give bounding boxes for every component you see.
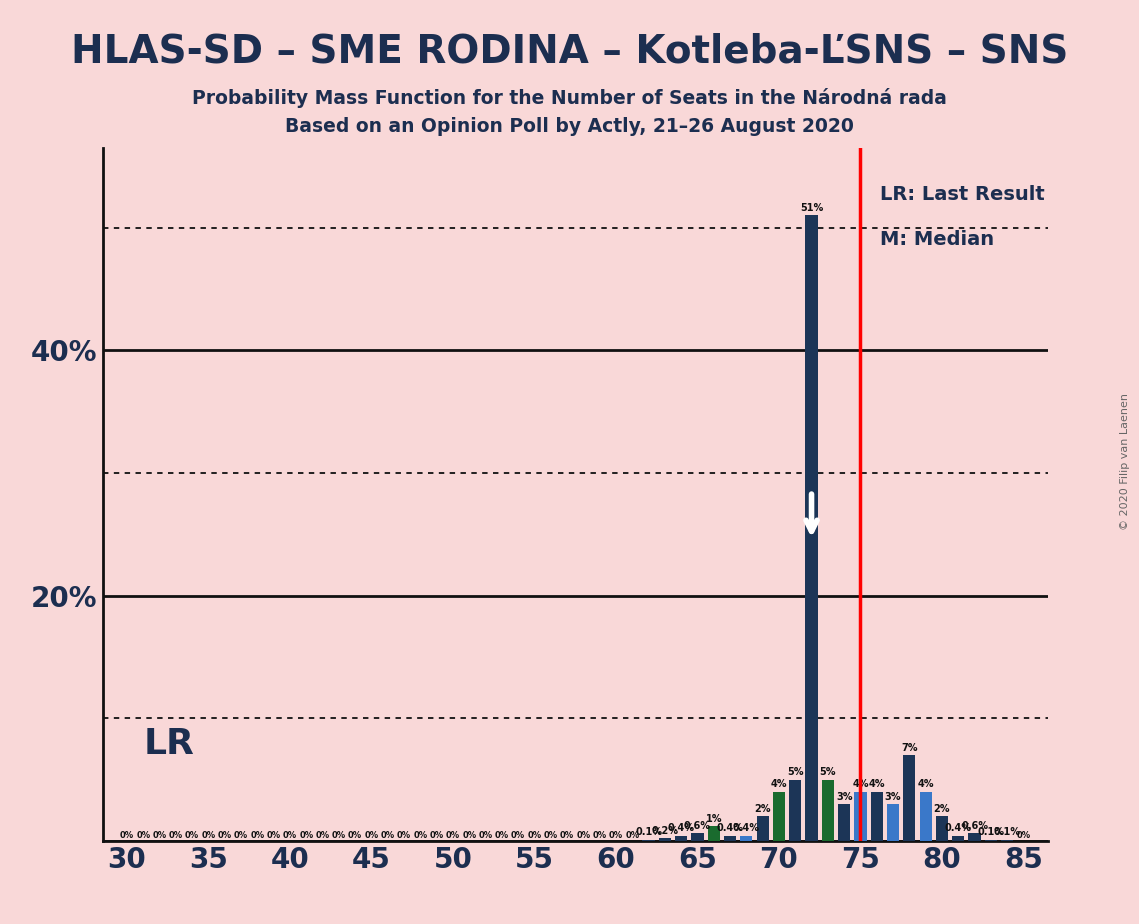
- Bar: [821, 780, 834, 841]
- Text: 0.4%: 0.4%: [944, 823, 972, 833]
- Bar: [756, 816, 769, 841]
- Text: 0%: 0%: [331, 831, 346, 840]
- Bar: [952, 836, 965, 841]
- Text: 5%: 5%: [787, 767, 803, 777]
- Bar: [985, 840, 997, 841]
- Text: 0%: 0%: [1016, 831, 1031, 840]
- Bar: [658, 838, 671, 841]
- Bar: [936, 816, 948, 841]
- Text: 0.1%: 0.1%: [977, 827, 1005, 837]
- Text: 4%: 4%: [852, 779, 869, 789]
- Text: 0.6%: 0.6%: [683, 821, 711, 831]
- Text: 0%: 0%: [169, 831, 183, 840]
- Bar: [675, 836, 687, 841]
- Text: 0%: 0%: [398, 831, 411, 840]
- Text: 2%: 2%: [934, 804, 950, 814]
- Text: 0%: 0%: [202, 831, 215, 840]
- Bar: [968, 833, 981, 841]
- Text: 0%: 0%: [380, 831, 395, 840]
- Text: 0%: 0%: [543, 831, 558, 840]
- Bar: [1001, 840, 1014, 841]
- Text: 2%: 2%: [754, 804, 771, 814]
- Text: Probability Mass Function for the Number of Seats in the Národná rada: Probability Mass Function for the Number…: [192, 88, 947, 108]
- Text: 4%: 4%: [917, 779, 934, 789]
- Text: 1%: 1%: [705, 814, 722, 823]
- Text: 0%: 0%: [267, 831, 280, 840]
- Text: 0%: 0%: [445, 831, 460, 840]
- Bar: [854, 792, 867, 841]
- Text: 0%: 0%: [282, 831, 297, 840]
- Text: 0%: 0%: [218, 831, 232, 840]
- Text: 0%: 0%: [560, 831, 574, 840]
- Text: LR: LR: [144, 727, 194, 761]
- Text: 0%: 0%: [300, 831, 313, 840]
- Bar: [887, 804, 899, 841]
- Text: 51%: 51%: [800, 203, 823, 213]
- Text: 4%: 4%: [868, 779, 885, 789]
- Text: 4%: 4%: [771, 779, 787, 789]
- Bar: [773, 792, 785, 841]
- Text: 3%: 3%: [836, 792, 852, 802]
- Text: 0%: 0%: [511, 831, 525, 840]
- Text: 0%: 0%: [429, 831, 444, 840]
- Text: 0%: 0%: [120, 831, 134, 840]
- Text: HLAS-SD – SME RODINA – Kotleba-ĽSNS – SNS: HLAS-SD – SME RODINA – Kotleba-ĽSNS – SN…: [71, 32, 1068, 70]
- Text: 0.6%: 0.6%: [961, 821, 988, 831]
- Text: 0.1%: 0.1%: [993, 827, 1021, 837]
- Bar: [789, 780, 802, 841]
- Text: 0%: 0%: [364, 831, 378, 840]
- Text: 0%: 0%: [625, 831, 639, 840]
- Text: 0.4%: 0.4%: [667, 823, 695, 833]
- Text: 0.4%: 0.4%: [716, 823, 744, 833]
- Text: 0%: 0%: [186, 831, 199, 840]
- Text: 0%: 0%: [592, 831, 607, 840]
- Text: M: Median: M: Median: [880, 230, 994, 249]
- Bar: [642, 840, 655, 841]
- Text: 7%: 7%: [901, 743, 918, 752]
- Bar: [838, 804, 850, 841]
- Text: 0%: 0%: [153, 831, 166, 840]
- Bar: [691, 833, 704, 841]
- Text: 0%: 0%: [137, 831, 150, 840]
- Text: 0%: 0%: [494, 831, 509, 840]
- Bar: [724, 836, 736, 841]
- Text: 0%: 0%: [609, 831, 623, 840]
- Bar: [707, 826, 720, 841]
- Text: 0%: 0%: [251, 831, 264, 840]
- Bar: [919, 792, 932, 841]
- Text: 0%: 0%: [527, 831, 541, 840]
- Text: 3%: 3%: [885, 792, 901, 802]
- Text: 5%: 5%: [820, 767, 836, 777]
- Text: 0%: 0%: [478, 831, 492, 840]
- Text: 0%: 0%: [413, 831, 427, 840]
- Text: Based on an Opinion Poll by Actly, 21–26 August 2020: Based on an Opinion Poll by Actly, 21–26…: [285, 117, 854, 137]
- Text: © 2020 Filip van Laenen: © 2020 Filip van Laenen: [1121, 394, 1130, 530]
- Text: 0%: 0%: [316, 831, 329, 840]
- Bar: [903, 755, 916, 841]
- Text: 0%: 0%: [576, 831, 590, 840]
- Text: 0.1%: 0.1%: [636, 827, 662, 837]
- Text: 0.4%: 0.4%: [732, 823, 760, 833]
- Bar: [740, 836, 753, 841]
- Text: 0%: 0%: [233, 831, 248, 840]
- Text: 0%: 0%: [462, 831, 476, 840]
- Text: 0%: 0%: [349, 831, 362, 840]
- Bar: [805, 215, 818, 841]
- Bar: [870, 792, 883, 841]
- Text: LR: Last Result: LR: Last Result: [880, 185, 1044, 203]
- Text: 0.2%: 0.2%: [652, 826, 679, 836]
